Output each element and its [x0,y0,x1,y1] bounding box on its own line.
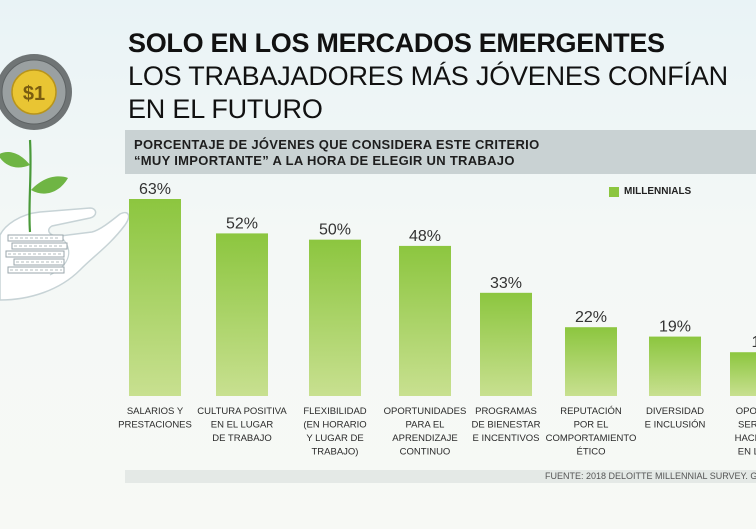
value-label-7: 1 [752,334,756,351]
bar-2 [309,239,361,396]
source-note: FUENTE: 2018 DELOITTE MILLENNIAL SURVEY.… [545,471,756,481]
coin-label: $1 [23,83,45,105]
legend-swatch [609,186,619,197]
title-line-2: LOS TRABAJADORES MÁS JÓVENES CONFÍAN EN … [128,61,728,124]
chart-subtitle: PORCENTAJE DE JÓVENES QUE CONSIDERA ESTE… [134,137,540,168]
legend-label: MILLENNIALS [624,186,692,197]
source-band [125,470,756,483]
coin-icon: $1 [0,54,72,130]
category-label-1-line-2: DE TRABAJO [212,433,271,444]
category-label-2-line-3: TRABAJO) [312,447,359,458]
category-label-5-line-2: COMPORTAMIENTO [546,433,637,444]
subtitle-band [125,130,756,174]
bar-3 [399,245,451,396]
category-label-7-line-3: EN LA C [738,447,756,458]
category-label-7-line-0: OPORTU [736,406,756,417]
category-label-7-line-1: SER VO [738,420,756,431]
category-label-1-line-0: CULTURA POSITIVA [197,406,287,417]
category-label-1-line-1: EN EL LUGAR [211,420,274,431]
bar-1 [216,233,268,396]
value-label-1: 52% [226,215,258,232]
category-label-4-line-1: DE BIENESTAR [472,420,541,431]
value-label-4: 33% [490,275,522,292]
category-label-2-line-0: FLEXIBILIDAD [303,406,366,417]
category-label-6-line-1: E INCLUSIÓN [645,420,706,431]
category-label-0-line-1: PRESTACIONES [118,420,192,431]
plant-icon [0,139,68,233]
value-label-6: 19% [659,319,691,336]
category-label-7-line-2: HACER U [735,433,756,444]
category-label-3-line-1: PARA EL [406,420,445,431]
category-label-5-line-3: ÉTICO [576,447,605,458]
title-line-1: SOLO EN LOS MERCADOS EMERGENTES [128,28,665,58]
category-label-4-line-2: E INCENTIVOS [472,433,539,444]
category-label-6-line-0: DIVERSIDAD [646,406,704,417]
legend: MILLENNIALS [609,186,691,197]
category-label-5-line-1: POR EL [574,420,609,431]
category-label-2-line-1: (EN HORARIO [303,420,366,431]
category-label-3-line-0: OPORTUNIDADES [384,406,467,417]
category-label-5-line-0: REPUTACIÓN [560,406,622,417]
category-label-3-line-3: CONTINUO [400,447,451,458]
value-label-0: 63% [139,181,171,198]
bar-5 [565,327,617,396]
hand-plant-coin-illustration: $1 [0,54,130,301]
category-label-4-line-0: PROGRAMAS [475,406,537,417]
category-label-2-line-2: Y LUGAR DE [306,433,363,444]
value-label-2: 50% [319,222,351,239]
value-label-5: 22% [575,309,607,326]
bar-4 [480,292,532,396]
bar-6 [649,336,701,396]
category-label-0-line-0: SALARIOS Y [127,406,184,417]
bar-7 [730,352,756,396]
category-label-3-line-2: APRENDIZAJE [392,433,457,444]
bar-0 [129,199,181,396]
value-label-3: 48% [409,228,441,245]
